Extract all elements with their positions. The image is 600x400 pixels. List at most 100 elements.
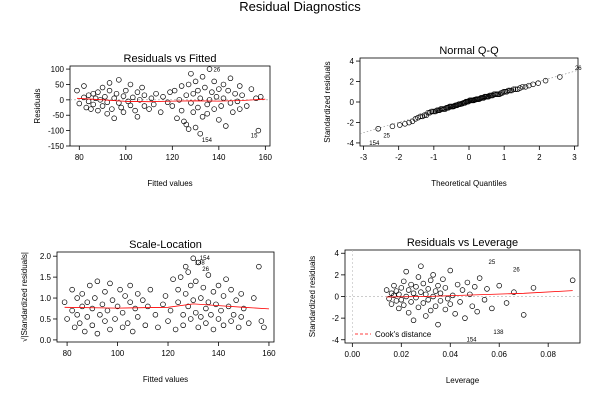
data-point [89,305,96,312]
data-point [164,99,171,106]
data-point [256,263,262,270]
data-point [520,312,527,318]
data-point [190,90,197,97]
data-point [203,305,209,312]
data-point [484,286,490,292]
data-point [81,83,87,89]
data-point [452,311,458,317]
data-point [193,278,199,285]
data-point [401,278,407,285]
data-point [440,276,446,282]
figure-title: Residual Diagnostics [239,0,361,14]
data-point [165,318,171,324]
x-tick-label: 160 [259,153,273,162]
data-point [462,315,468,321]
plot-frame [69,65,271,147]
point-annotation: 154 [202,138,213,144]
y-tick-label: -50 [52,111,64,120]
data-point [109,106,115,112]
data-point [113,90,120,97]
point-annotation: 15 [251,133,258,139]
data-point [389,123,396,130]
data-point [535,80,541,86]
data-point [230,312,237,318]
data-point [97,312,103,318]
data-point [88,106,94,112]
data-point [127,81,134,88]
data-point [134,291,141,297]
smoother-line [386,290,573,298]
data-point [530,285,537,291]
data-point [388,301,395,307]
data-point [139,84,145,91]
data-point [95,89,101,95]
data-point [213,301,219,308]
y-tick-label: 2 [350,78,355,87]
data-point [124,320,131,326]
x-tick-label: -1 [430,153,438,162]
data-point [79,291,85,297]
data-point [431,108,438,115]
data-point [413,284,419,290]
data-point [258,318,265,324]
data-point [198,314,204,320]
data-point [74,312,80,318]
data-point [220,81,227,88]
point-annotation: 154 [369,141,380,147]
data-point [218,103,224,109]
data-point [134,89,141,95]
data-point [210,326,217,333]
point-annotation: 26 [513,267,520,273]
data-point [211,106,217,112]
data-point [188,70,194,77]
data-point [391,282,397,289]
data-point [542,77,549,84]
data-point [396,291,402,298]
data-point [216,117,222,123]
data-point [415,274,422,280]
data-point [140,297,146,303]
y-tick-label: 0.0 [40,336,52,345]
point-annotation: 26 [214,67,221,73]
data-point [76,100,83,107]
data-point [237,83,243,89]
data-point [150,101,157,108]
data-point [114,303,121,310]
data-point [102,289,108,295]
y-tick-label: -2 [332,314,340,323]
data-point [119,324,126,331]
data-point [147,286,154,293]
y-tick-label: -150 [48,142,65,151]
plot-frame [56,251,275,343]
data-point [402,121,408,127]
data-point [187,316,194,322]
data-point [204,110,210,117]
y-axis-label: √|Standardized residuals| [20,252,29,342]
point-annotation: 138 [195,261,206,267]
data-point [180,312,186,318]
data-point [76,320,83,326]
data-point [519,84,526,90]
data-point [141,103,148,109]
data-point [240,305,247,312]
y-axis-label: Standardized residuals [323,61,332,142]
data-point [185,81,192,88]
data-point [92,295,98,301]
data-point [132,305,138,312]
data-point [417,113,424,120]
x-tick-label: 0.04 [442,350,458,359]
data-point [167,89,173,95]
data-point [408,281,414,288]
data-point [180,322,186,329]
x-axis-label: Leverage [446,376,480,385]
x-tick-label: 120 [166,153,180,162]
data-point [233,297,239,303]
data-point [517,85,523,91]
point-annotation: 26 [202,267,209,273]
data-point [220,293,227,299]
data-point [176,97,183,103]
data-point [447,301,454,307]
data-point [69,307,75,314]
data-point [187,282,194,289]
data-point [167,307,174,314]
